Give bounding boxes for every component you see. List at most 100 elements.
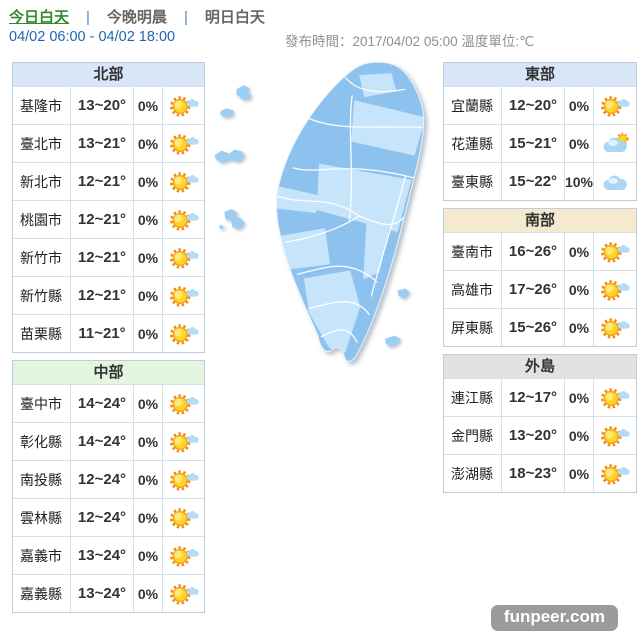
weather-icon-cell	[162, 163, 204, 200]
weather-row: 臺南市 16~26° 0%	[444, 232, 636, 270]
sunny-with-cloud-icon	[168, 429, 200, 454]
cloudy-icon	[599, 169, 631, 194]
weather-icon-cell	[162, 499, 204, 536]
rain-probability: 0%	[133, 315, 162, 352]
temperature-range: 12~24°	[70, 499, 133, 536]
temperature-range: 14~24°	[70, 385, 133, 422]
temperature-range: 12~21°	[70, 163, 133, 200]
forecast-period: 04/02 06:00 - 04/02 18:00	[9, 29, 176, 45]
city-name: 苗栗縣	[20, 325, 62, 342]
rain-probability: 10%	[564, 163, 593, 200]
weather-icon-cell	[162, 423, 204, 460]
sunny-with-cloud-icon	[168, 169, 200, 194]
temperature-range: 13~24°	[70, 537, 133, 574]
city-name: 金門縣	[451, 427, 493, 444]
rain-probability: 0%	[564, 417, 593, 454]
sunny-with-cloud-icon	[168, 321, 200, 346]
forecast-tabs: 今日白天 | 今晚明晨 | 明日白天	[9, 6, 282, 27]
tab-separator: |	[86, 9, 90, 26]
weather-row: 宜蘭縣 12~20° 0%	[444, 86, 636, 124]
region-table: 北部 基隆市 13~20° 0% 臺北市 13~21° 0% 新北市 12~21° 0% 桃園市 12…	[12, 62, 205, 353]
temperature-range: 12~21°	[70, 201, 133, 238]
region-table: 東部 宜蘭縣 12~20° 0% 花蓮縣 15~21° 0% 臺東縣 15~22° 10%	[443, 62, 637, 201]
weather-row: 臺北市 13~21° 0%	[13, 124, 204, 162]
rain-probability: 0%	[133, 461, 162, 498]
city-name: 桃園市	[20, 211, 62, 228]
taiwan-main-island	[275, 61, 425, 362]
weather-row: 臺中市 14~24° 0%	[13, 384, 204, 422]
sunny-with-cloud-icon	[599, 315, 631, 340]
weather-icon-cell	[162, 277, 204, 314]
temperature-range: 15~21°	[501, 125, 564, 162]
weather-icon-cell	[593, 233, 636, 270]
taiwan-map	[214, 61, 425, 362]
weather-icon-cell	[593, 455, 636, 492]
temperature-range: 13~20°	[70, 87, 133, 124]
weather-icon-cell	[162, 575, 204, 612]
sunny-with-cloud-icon	[168, 207, 200, 232]
rain-probability: 0%	[133, 239, 162, 276]
city-name: 花蓮縣	[451, 135, 493, 152]
sunny-with-cloud-icon	[168, 505, 200, 530]
city-name: 嘉義市	[20, 547, 62, 564]
region-header: 外島	[444, 355, 636, 378]
rain-probability: 0%	[133, 201, 162, 238]
city-name: 臺中市	[20, 395, 62, 412]
rain-probability: 0%	[564, 309, 593, 346]
temperature-range: 17~26°	[501, 271, 564, 308]
weather-row: 桃園市 12~21° 0%	[13, 200, 204, 238]
publish-info: 發布時間：2017/04/02 05:00 溫度單位:℃	[285, 34, 535, 49]
weather-row: 連江縣 12~17° 0%	[444, 378, 636, 416]
sunny-with-cloud-icon	[168, 245, 200, 270]
rain-probability: 0%	[133, 163, 162, 200]
penghu-island	[224, 208, 245, 230]
left-region-column: 北部 基隆市 13~20° 0% 臺北市 13~21° 0% 新北市 12~21° 0% 桃園市 12…	[12, 62, 205, 620]
tab-tonight-tomorrow-morning[interactable]: 今晚明晨	[106, 9, 167, 26]
rain-probability: 0%	[564, 125, 593, 162]
weather-row: 苗栗縣 11~21° 0%	[13, 314, 204, 352]
weather-icon-cell	[593, 87, 636, 124]
tab-today-day[interactable]: 今日白天	[9, 9, 70, 26]
mostly-cloudy-icon	[599, 131, 631, 156]
region-header: 中部	[13, 361, 204, 384]
temperature-range: 14~24°	[70, 423, 133, 460]
sunny-with-cloud-icon	[168, 391, 200, 416]
rain-probability: 0%	[133, 385, 162, 422]
weather-icon-cell	[162, 125, 204, 162]
temperature-range: 12~24°	[70, 461, 133, 498]
rain-probability: 0%	[133, 575, 162, 612]
rain-probability: 0%	[133, 277, 162, 314]
outlying-islands	[214, 85, 410, 347]
region-table: 中部 臺中市 14~24° 0% 彰化縣 14~24° 0% 南投縣 12~24° 0% 雲林縣 12…	[12, 360, 205, 613]
city-name: 新竹縣	[20, 287, 62, 304]
weather-icon-cell	[162, 461, 204, 498]
sunny-with-cloud-icon	[168, 283, 200, 308]
weather-row: 臺東縣 15~22° 10%	[444, 162, 636, 200]
weather-row: 雲林縣 12~24° 0%	[13, 498, 204, 536]
weather-row: 高雄市 17~26° 0%	[444, 270, 636, 308]
weather-icon-cell	[593, 163, 636, 200]
weather-icon-cell	[162, 201, 204, 238]
weather-icon-cell	[162, 239, 204, 276]
sunny-with-cloud-icon	[599, 93, 631, 118]
weather-row: 嘉義縣 13~24° 0%	[13, 574, 204, 612]
rain-probability: 0%	[564, 455, 593, 492]
sunny-with-cloud-icon	[599, 461, 631, 486]
city-name: 南投縣	[20, 471, 62, 488]
right-region-column: 東部 宜蘭縣 12~20° 0% 花蓮縣 15~21° 0% 臺東縣 15~22° 10% 南部 臺南…	[443, 62, 637, 500]
temperature-range: 13~24°	[70, 575, 133, 612]
temperature-range: 13~21°	[70, 125, 133, 162]
green-island	[397, 288, 410, 299]
city-name: 高雄市	[451, 281, 493, 298]
sunny-with-cloud-icon	[599, 423, 631, 448]
city-name: 新北市	[20, 173, 62, 190]
temperature-range: 12~21°	[70, 239, 133, 276]
weather-icon-cell	[162, 537, 204, 574]
weather-row: 澎湖縣 18~23° 0%	[444, 454, 636, 492]
tab-tomorrow-day[interactable]: 明日白天	[204, 9, 265, 26]
weather-icon-cell	[162, 87, 204, 124]
weather-icon-cell	[593, 309, 636, 346]
region-table: 外島 連江縣 12~17° 0% 金門縣 13~20° 0% 澎湖縣 18~23° 0%	[443, 354, 637, 493]
sunny-with-cloud-icon	[168, 131, 200, 156]
rain-probability: 0%	[133, 87, 162, 124]
